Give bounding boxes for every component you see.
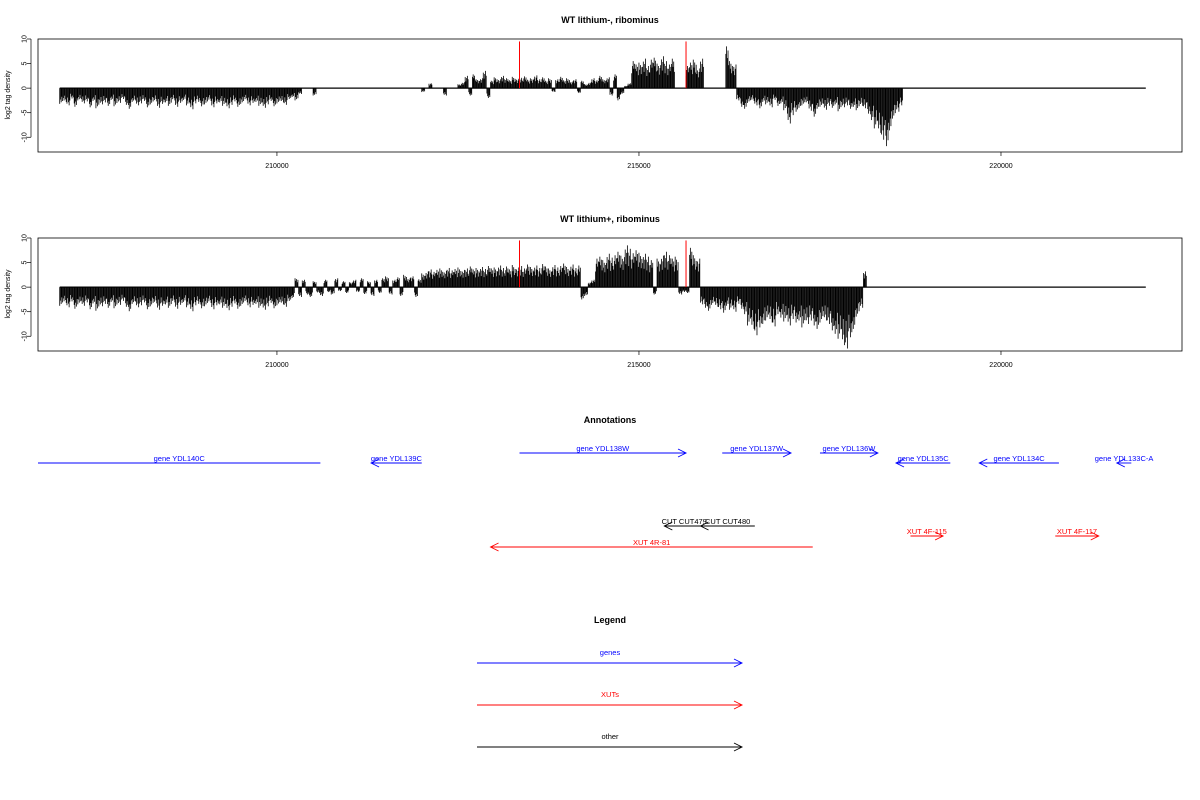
y-tick-label: 10 <box>22 234 29 242</box>
gene-label: gene YDL135C <box>898 454 950 463</box>
x-axis: 210000 215000 220000 <box>265 152 1013 170</box>
y-axis-label: log2 tag density <box>5 70 12 120</box>
legend-title: Legend <box>594 615 626 625</box>
legend-items: genes XUTs other <box>477 648 744 752</box>
y-tick-label: 0 <box>22 285 29 289</box>
y-tick-label: -5 <box>22 308 29 314</box>
plot-frame <box>37 237 1183 352</box>
x-tick-label: 220000 <box>989 163 1012 170</box>
annotations-panel: Annotations gene YDL140C gene YDL139Cgene… <box>38 415 1154 552</box>
y-tick-label: -5 <box>22 109 29 115</box>
data-bars <box>59 46 1146 147</box>
y-tick-label: 5 <box>22 62 29 66</box>
cut-label: CUT CUT480 <box>705 517 750 526</box>
legend-label: other <box>601 732 619 741</box>
gene-arrow: gene YDL135C <box>894 454 951 468</box>
gene-arrow: gene YDL136W <box>819 444 879 458</box>
chart-title: WT lithium-, ribominus <box>561 15 659 25</box>
cut-arrow: CUT CUT480 <box>699 517 755 531</box>
y-axis: -10 -5 0 5 10 <box>22 35 32 142</box>
x-tick-label: 215000 <box>627 362 650 369</box>
y-axis: -10 -5 0 5 10 <box>22 234 32 341</box>
gene-arrow: gene YDL140C <box>38 454 321 464</box>
chart-title: WT lithium+, ribominus <box>560 214 660 224</box>
y-tick-label: 0 <box>22 86 29 90</box>
legend-label: XUTs <box>601 690 619 699</box>
xut-label: XUT 4R-81 <box>633 538 670 547</box>
marker-lines <box>518 41 687 89</box>
cut-arrow: CUT CUT479 <box>662 517 707 531</box>
y-tick-label: -10 <box>22 331 29 341</box>
gene-arrow: gene YDL134C <box>978 454 1059 468</box>
xut-arrow: XUT 4F-117 <box>1055 527 1100 541</box>
gene-label: gene YDL138W <box>576 444 630 453</box>
gene-arrow: gene YDL137W <box>722 444 793 458</box>
xut-label: XUT 4F-115 <box>907 527 947 536</box>
x-tick-label: 210000 <box>265 163 288 170</box>
data-bars <box>59 245 1146 349</box>
xut-arrow: XUT 4F-115 <box>907 527 947 541</box>
legend-label: genes <box>600 648 621 657</box>
gene-label: gene YDL140C <box>154 454 206 463</box>
marker-lines <box>518 240 687 288</box>
xut-arrow: XUT 4R-81 <box>489 538 813 552</box>
x-axis: 210000 215000 220000 <box>265 351 1013 369</box>
legend-item-genes: genes <box>477 648 744 668</box>
xut-label: XUT 4F-117 <box>1057 527 1097 536</box>
plot-frame <box>37 38 1183 153</box>
annotations-title: Annotations <box>584 415 637 425</box>
gene-label: gene YDL136W <box>823 444 877 453</box>
y-axis-label: log2 tag density <box>5 269 12 319</box>
x-tick-label: 210000 <box>265 362 288 369</box>
x-tick-label: 215000 <box>627 163 650 170</box>
cut-label: CUT CUT479 <box>662 517 707 526</box>
gene-label: gene YDL134C <box>994 454 1046 463</box>
gene-arrow: gene YDL139C <box>370 454 423 468</box>
legend: Legend genes XUTs other <box>477 615 744 752</box>
gene-label: gene YDL139C <box>371 454 423 463</box>
gene-label: gene YDL133C-A <box>1095 454 1154 463</box>
y-tick-label: -10 <box>22 132 29 142</box>
gene-arrow: gene YDL138W <box>519 444 688 458</box>
gene-label: gene YDL137W <box>730 444 784 453</box>
y-tick-label: 5 <box>22 261 29 265</box>
gene-arrow: gene YDL133C-A <box>1095 454 1154 468</box>
annotation-features: gene YDL140C gene YDL139C gene YDL138W gene… <box>38 444 1154 552</box>
legend-item-xuts: XUTs <box>477 690 744 710</box>
legend-item-other: other <box>477 732 744 752</box>
y-tick-label: 10 <box>22 35 29 43</box>
x-tick-label: 220000 <box>989 362 1012 369</box>
